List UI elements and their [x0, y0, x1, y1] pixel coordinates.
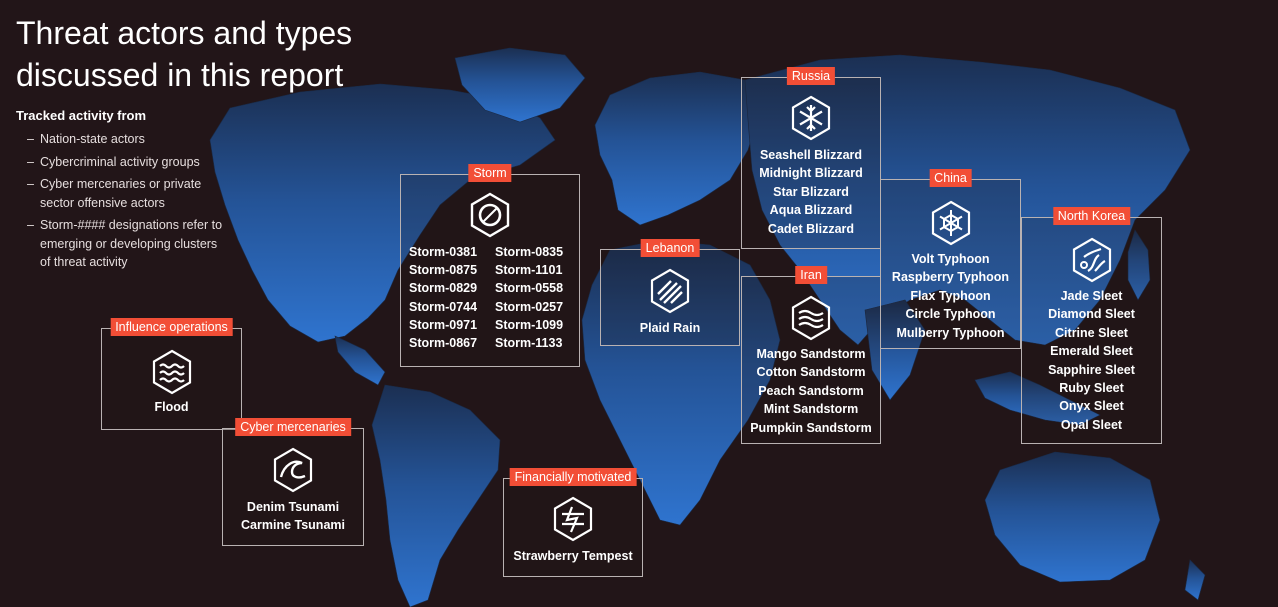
- storm-designations-grid: Storm-0381 Storm-0835 Storm-0875 Storm-1…: [409, 243, 581, 352]
- financially-motivated-panel: Financially motivated Strawberry Tempest: [503, 468, 643, 577]
- south-america-landmass: [371, 384, 501, 607]
- lebanon-panel: Lebanon Plaid Rain: [600, 239, 740, 346]
- actor-name: Strawberry Tempest: [513, 549, 633, 563]
- actor-name: Midnight Blizzard: [759, 166, 863, 181]
- actor-name: Emerald Sleet: [1050, 344, 1133, 359]
- cyber-mercenaries-tag: Cyber mercenaries: [235, 418, 351, 436]
- influence-operations-tag: Influence operations: [110, 318, 233, 336]
- china-names: Volt Typhoon Raspberry Typhoon Flax Typh…: [881, 250, 1020, 342]
- actor-name: Ruby Sleet: [1059, 381, 1124, 396]
- storm-designation: Storm-0835: [495, 245, 564, 259]
- tracked-item-cybercriminal: Cybercriminal activity groups: [16, 153, 226, 172]
- japan-landmass: [1127, 229, 1151, 301]
- tracked-activity-heading: Tracked activity from: [16, 108, 147, 123]
- sleet-icon: [1069, 237, 1115, 283]
- lebanon-names: Plaid Rain: [601, 319, 739, 337]
- actor-name: Flax Typhoon: [910, 288, 991, 303]
- page-title: Threat actors and types discussed in thi…: [16, 12, 436, 96]
- cyber-mercenaries-names: Denim Tsunami Carmine Tsunami: [223, 498, 363, 535]
- australia-landmass: [984, 451, 1161, 583]
- tracked-item-cyber-mercenaries: Cyber mercenaries or private sector offe…: [16, 175, 226, 212]
- storm-designation: Storm-0875: [409, 263, 478, 278]
- lebanon-tag: Lebanon: [640, 239, 700, 257]
- storm-ring-icon: [467, 192, 513, 238]
- actor-name: Mango Sandstorm: [756, 347, 866, 361]
- actor-name: Opal Sleet: [1060, 417, 1123, 432]
- europe-landmass: [594, 71, 761, 226]
- storm-designation: Storm-0867: [409, 336, 478, 351]
- tracked-item-storm-designations: Storm-#### designations refer to emergin…: [16, 216, 226, 272]
- north-korea-names: Jade Sleet Diamond Sleet Citrine Sleet E…: [1022, 287, 1161, 434]
- actor-name: Jade Sleet: [1060, 289, 1123, 303]
- tracked-activity-legend: Tracked activity from Nation-state actor…: [16, 108, 226, 276]
- new-zealand-landmass: [1184, 559, 1206, 601]
- storm-designation: Storm-0829: [409, 281, 478, 296]
- actor-name: Plaid Rain: [639, 321, 701, 335]
- influence-operations-names: Flood: [102, 398, 241, 416]
- actor-name: Mulberry Typhoon: [896, 325, 1005, 340]
- actor-name: Seashell Blizzard: [759, 148, 863, 162]
- storm-tag: Storm: [468, 164, 512, 182]
- title-line-2: discussed in this report: [16, 57, 344, 93]
- china-panel: China Volt Typhoon Raspberry Typhoon Fla…: [880, 169, 1021, 349]
- storm-designation: Storm-1133: [495, 336, 563, 351]
- actor-name: Flood: [154, 400, 189, 414]
- actor-name: Onyx Sleet: [1059, 399, 1124, 414]
- greenland-landmass: [454, 47, 586, 123]
- actor-name: Star Blizzard: [773, 184, 849, 199]
- storm-designation: Storm-0744: [409, 299, 478, 314]
- tempest-icon: [550, 496, 596, 542]
- actor-name: Denim Tsunami: [246, 500, 340, 514]
- russia-tag: Russia: [786, 67, 836, 85]
- tsunami-icon: [270, 447, 316, 493]
- storm-designation: Storm-1101: [495, 263, 563, 278]
- title-line-1: Threat actors and types: [16, 15, 353, 51]
- actor-name: Cadet Blizzard: [767, 221, 855, 236]
- north-korea-panel: North Korea Jade Sleet Diamond Sleet Cit…: [1021, 207, 1162, 444]
- actor-name: Circle Typhoon: [905, 307, 996, 322]
- actor-name: Diamond Sleet: [1048, 307, 1135, 322]
- storm-designation: Storm-0971: [409, 317, 478, 332]
- north-korea-tag: North Korea: [1052, 207, 1131, 225]
- storm-designation: Storm-0558: [495, 281, 564, 296]
- waves-icon: [149, 349, 195, 395]
- russia-panel: Russia Seashell Blizzard Midnight Blizza…: [741, 67, 881, 249]
- financially-motivated-names: Strawberry Tempest: [504, 547, 642, 565]
- actor-name: Sapphire Sleet: [1048, 362, 1135, 377]
- typhoon-icon: [928, 200, 974, 246]
- actor-name: Cotton Sandstorm: [756, 365, 866, 380]
- iran-tag: Iran: [795, 266, 827, 284]
- actor-name: Raspberry Typhoon: [891, 270, 1010, 285]
- actor-name: Peach Sandstorm: [758, 383, 864, 398]
- storm-designation: Storm-0257: [495, 299, 564, 314]
- influence-operations-panel: Influence operations Flood: [101, 318, 242, 430]
- sandstorm-icon: [788, 295, 834, 341]
- financially-motivated-tag: Financially motivated: [509, 468, 637, 486]
- actor-name: Volt Typhoon: [911, 252, 990, 266]
- central-america-landmass: [334, 335, 386, 386]
- rain-icon: [647, 268, 693, 314]
- storm-panel: Storm Storm-0381 Storm-0835 Storm-0875 S…: [400, 164, 581, 367]
- russia-names: Seashell Blizzard Midnight Blizzard Star…: [742, 146, 880, 238]
- blizzard-icon: [788, 95, 834, 141]
- cyber-mercenaries-panel: Cyber mercenaries Denim Tsunami Carmine …: [222, 418, 364, 546]
- storm-designation: Storm-1099: [495, 317, 564, 332]
- actor-name: Pumpkin Sandstorm: [750, 420, 872, 435]
- actor-name: Carmine Tsunami: [241, 518, 345, 533]
- actor-name: Citrine Sleet: [1055, 325, 1128, 340]
- iran-panel: Iran Mango Sandstorm Cotton Sandstorm Pe…: [741, 266, 881, 444]
- africa-landmass: [581, 239, 781, 526]
- actor-name: Mint Sandstorm: [763, 402, 859, 417]
- tracked-item-nation-state: Nation-state actors: [16, 130, 226, 149]
- iran-names: Mango Sandstorm Cotton Sandstorm Peach S…: [742, 345, 880, 437]
- tracked-activity-list: Nation-state actors Cybercriminal activi…: [16, 130, 226, 272]
- storm-designation: Storm-0381: [409, 245, 478, 259]
- actor-name: Aqua Blizzard: [769, 203, 853, 218]
- southeast-asia-islands: [974, 371, 1101, 426]
- china-tag: China: [929, 169, 972, 187]
